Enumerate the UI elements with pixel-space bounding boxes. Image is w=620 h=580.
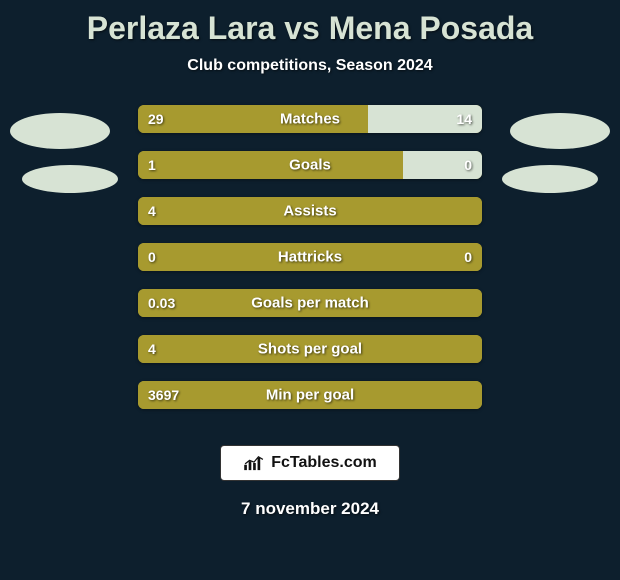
stat-row: Min per goal3697 — [138, 381, 482, 409]
player-right-avatar-2 — [502, 165, 598, 193]
footer-badge[interactable]: FcTables.com — [220, 445, 400, 481]
stat-bar-left — [138, 243, 482, 271]
stat-bar-left — [138, 335, 482, 363]
player-left-avatar — [10, 113, 110, 149]
footer-badge-text: FcTables.com — [271, 454, 377, 472]
stat-bar-left — [138, 289, 482, 317]
stat-bar-left — [138, 151, 403, 179]
page-title: Perlaza Lara vs Mena Posada — [87, 10, 533, 47]
stat-row: Hattricks00 — [138, 243, 482, 271]
stats-area: Matches2914 Goals10 Assists4 Hattricks00 Goa… — [0, 105, 620, 425]
stat-row: Goals10 — [138, 151, 482, 179]
stat-bar-right — [368, 105, 482, 133]
player-right-avatar — [510, 113, 610, 149]
stat-bar-left — [138, 381, 482, 409]
stat-bar-left — [138, 105, 368, 133]
stat-row: Goals per match0.03 — [138, 289, 482, 317]
player-left-avatar-2 — [22, 165, 118, 193]
stat-rows-container: Matches2914 Goals10 Assists4 Hattricks00 Goa… — [138, 105, 482, 409]
stat-bar-right — [403, 151, 482, 179]
content-container: Perlaza Lara vs Mena Posada Club competi… — [0, 0, 620, 580]
chart-icon — [243, 455, 265, 471]
page-subtitle: Club competitions, Season 2024 — [187, 57, 432, 75]
stat-row: Matches2914 — [138, 105, 482, 133]
stat-bar-left — [138, 197, 482, 225]
stat-row: Assists4 — [138, 197, 482, 225]
footer-date: 7 november 2024 — [241, 499, 379, 519]
stat-row: Shots per goal4 — [138, 335, 482, 363]
